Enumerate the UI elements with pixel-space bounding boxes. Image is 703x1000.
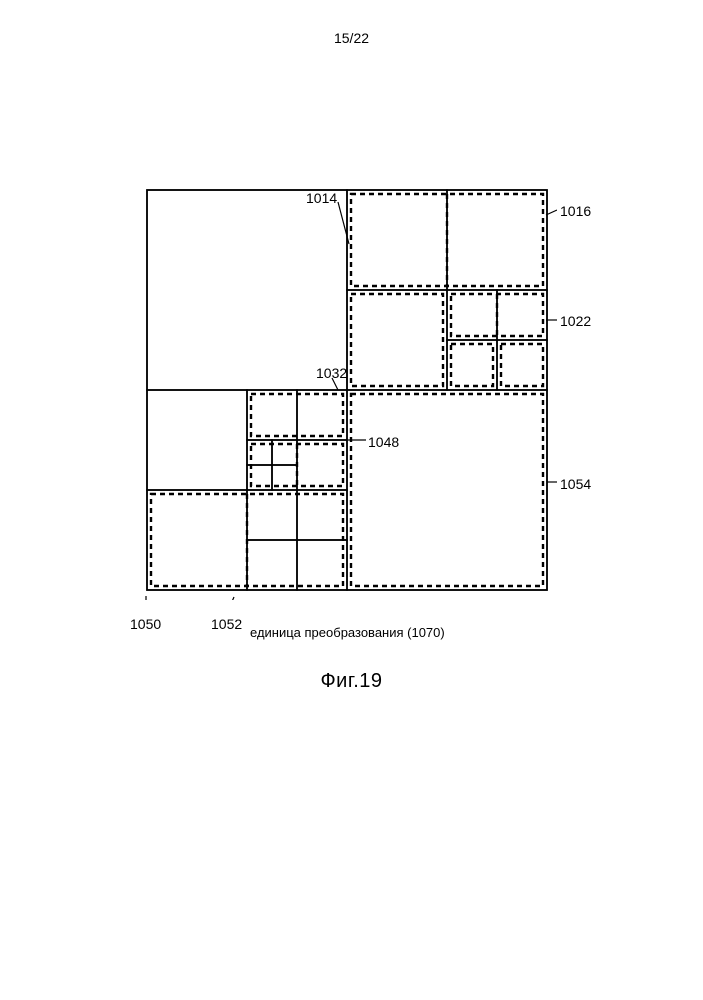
label-1054: 1054 [560,476,591,492]
coding-unit [297,440,347,490]
partition-diagram [137,180,557,600]
coding-unit [297,390,347,440]
tu-sm-1 [451,344,493,386]
coding-unit [497,290,547,340]
coding-unit [247,440,272,465]
coding-unit [447,290,497,340]
tu-sm-2 [501,344,543,386]
label-1050: 1050 [130,616,161,632]
label-1052: 1052 [211,616,242,632]
coding-unit [247,490,297,540]
coding-unit [447,190,547,290]
transform-unit-caption: единица преобразования (1070) [250,625,445,640]
coding-unit [147,190,347,390]
tu-mid-left [351,294,443,386]
figure-caption: Фиг.19 [320,670,382,693]
label-1022: 1022 [560,313,591,329]
coding-unit [297,490,347,540]
leader-1052 [227,597,234,600]
coding-unit [447,340,497,390]
label-1016: 1016 [560,203,591,219]
coding-unit [297,540,347,590]
diagram-container [137,180,557,600]
coding-unit [247,390,297,440]
coding-unit [497,340,547,390]
coding-unit [247,540,297,590]
label-1014: 1014 [306,190,337,206]
coding-unit [347,190,447,290]
coding-unit [272,440,297,465]
coding-unit [347,290,447,390]
label-1048: 1048 [368,434,399,450]
label-1032: 1032 [316,365,347,381]
coding-unit [347,390,547,590]
coding-unit [147,490,247,590]
page-number: 15/22 [334,30,369,46]
tu-1054 [351,394,543,586]
coding-unit [147,390,247,490]
